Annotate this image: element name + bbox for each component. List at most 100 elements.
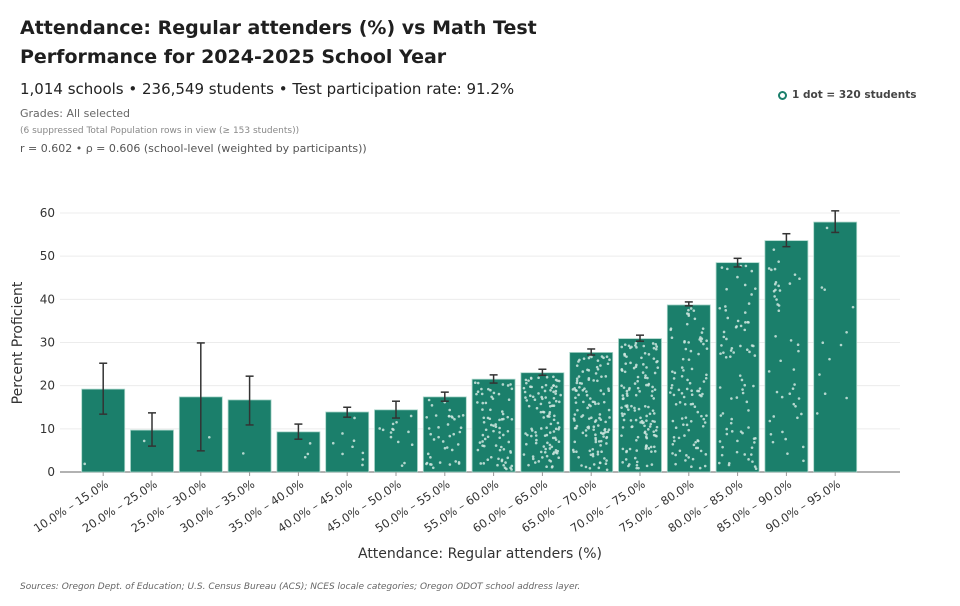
student-dot xyxy=(461,414,465,417)
student-dot xyxy=(429,432,432,436)
student-dot xyxy=(548,411,552,414)
student-dot xyxy=(557,428,560,431)
student-dot xyxy=(602,356,605,360)
student-dot xyxy=(741,391,745,395)
student-dot xyxy=(531,455,535,458)
student-dot xyxy=(754,287,757,290)
student-dot xyxy=(491,397,495,400)
student-dot xyxy=(448,434,452,438)
student-dot xyxy=(482,462,486,465)
student-dot xyxy=(484,401,488,405)
student-dot xyxy=(642,421,645,424)
student-dot xyxy=(699,336,702,339)
student-dot xyxy=(624,404,627,408)
legend-label: 1 dot = 320 students xyxy=(792,89,917,101)
student-dot xyxy=(505,467,508,471)
student-dot xyxy=(341,432,344,435)
student-dot xyxy=(622,386,626,389)
y-axis-label: Percent Proficient xyxy=(10,281,26,404)
student-dot xyxy=(725,432,729,436)
student-dot xyxy=(628,447,632,451)
student-dot xyxy=(543,389,547,393)
student-dot xyxy=(596,359,600,362)
student-dot xyxy=(700,414,703,418)
student-dot xyxy=(718,440,722,443)
student-dot xyxy=(553,414,556,418)
student-dot xyxy=(502,463,505,467)
student-dot xyxy=(559,393,562,397)
student-dot xyxy=(729,421,733,425)
student-dot xyxy=(396,440,400,444)
student-dot xyxy=(539,450,543,454)
student-dot xyxy=(353,416,356,420)
student-dot xyxy=(652,346,656,350)
student-dot xyxy=(650,463,654,466)
student-dot xyxy=(750,293,753,296)
student-dot xyxy=(489,388,492,392)
student-dot xyxy=(687,358,691,361)
student-dot xyxy=(534,441,538,445)
student-dot xyxy=(768,419,772,423)
student-dot xyxy=(671,419,675,423)
student-dot xyxy=(527,404,531,408)
student-dot xyxy=(534,434,538,437)
student-dot xyxy=(625,449,629,453)
student-dot xyxy=(554,378,558,382)
student-dot xyxy=(775,298,778,301)
student-dot xyxy=(745,348,749,351)
student-dot xyxy=(645,366,648,369)
student-dot xyxy=(432,438,436,441)
student-dot xyxy=(774,334,777,338)
student-dot xyxy=(577,456,580,459)
student-dot xyxy=(604,430,607,434)
student-dot xyxy=(730,417,734,421)
student-dot xyxy=(594,433,597,437)
student-dot xyxy=(648,425,652,428)
student-dot xyxy=(793,383,796,386)
student-dot xyxy=(594,372,598,375)
student-dot xyxy=(726,267,729,271)
student-dot xyxy=(673,371,677,375)
student-dot xyxy=(486,416,490,420)
student-dot xyxy=(671,452,674,455)
student-dot xyxy=(552,375,555,379)
student-dot xyxy=(671,370,674,373)
student-dot xyxy=(537,460,541,463)
student-dot xyxy=(698,338,701,341)
student-dot xyxy=(596,450,600,454)
student-dot xyxy=(492,429,495,433)
student-dot xyxy=(777,284,780,288)
student-dot xyxy=(555,385,558,388)
student-dot xyxy=(539,410,543,414)
student-dot xyxy=(425,415,428,419)
student-dot xyxy=(674,426,678,429)
suppressed-note: (6 suppressed Total Population rows in v… xyxy=(20,126,300,136)
student-dot xyxy=(537,376,540,380)
student-dot xyxy=(745,400,749,404)
student-dot xyxy=(744,321,747,324)
student-dot xyxy=(510,417,514,421)
student-dot xyxy=(510,464,514,468)
student-dot xyxy=(643,376,647,379)
student-dot xyxy=(621,397,625,401)
bar xyxy=(325,411,370,473)
student-dot xyxy=(588,449,592,453)
student-dot xyxy=(773,295,776,298)
student-dot xyxy=(486,458,490,461)
student-dot xyxy=(823,288,826,291)
student-dot xyxy=(650,394,654,398)
student-dot xyxy=(486,435,490,439)
student-dot xyxy=(739,324,743,328)
student-dot xyxy=(779,359,782,363)
student-dot xyxy=(573,440,577,444)
student-dot xyxy=(554,451,558,454)
student-dot xyxy=(845,396,848,400)
student-dot xyxy=(544,383,548,387)
student-dot xyxy=(592,425,596,429)
student-dot xyxy=(689,349,693,353)
student-dot xyxy=(550,386,553,390)
y-tick-label: 60 xyxy=(40,206,55,220)
student-dot xyxy=(730,346,734,350)
student-dot xyxy=(351,445,354,449)
